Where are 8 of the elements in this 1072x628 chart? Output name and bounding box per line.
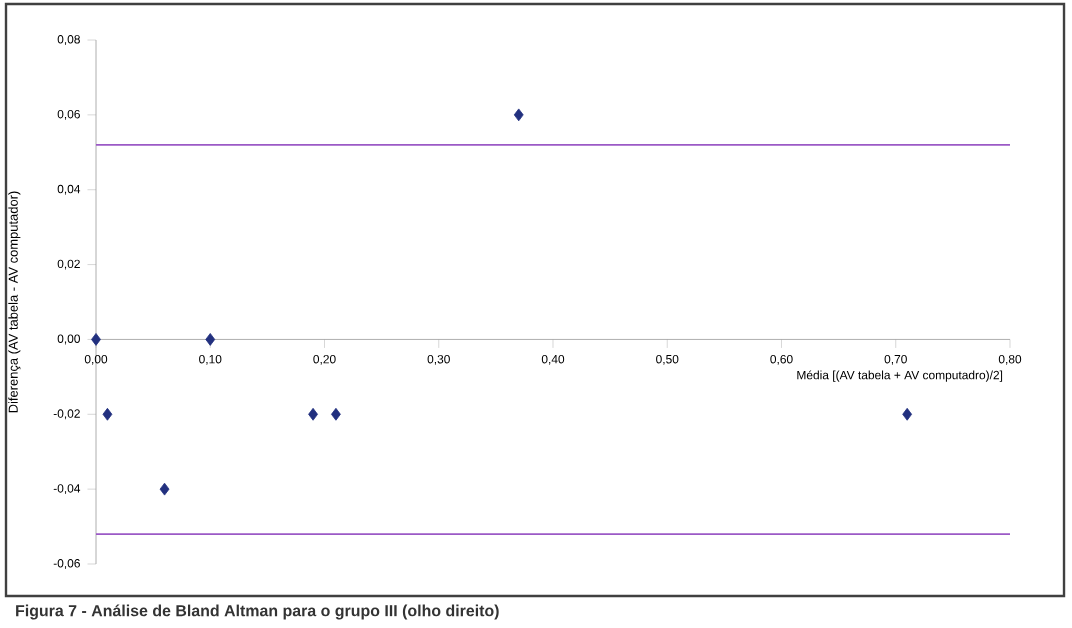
point bbox=[331, 407, 341, 421]
point bbox=[902, 407, 913, 421]
point bbox=[308, 407, 318, 421]
point bbox=[513, 108, 524, 122]
point bbox=[159, 482, 170, 496]
point bbox=[102, 407, 113, 421]
point bbox=[205, 333, 216, 346]
point bbox=[91, 333, 101, 346]
